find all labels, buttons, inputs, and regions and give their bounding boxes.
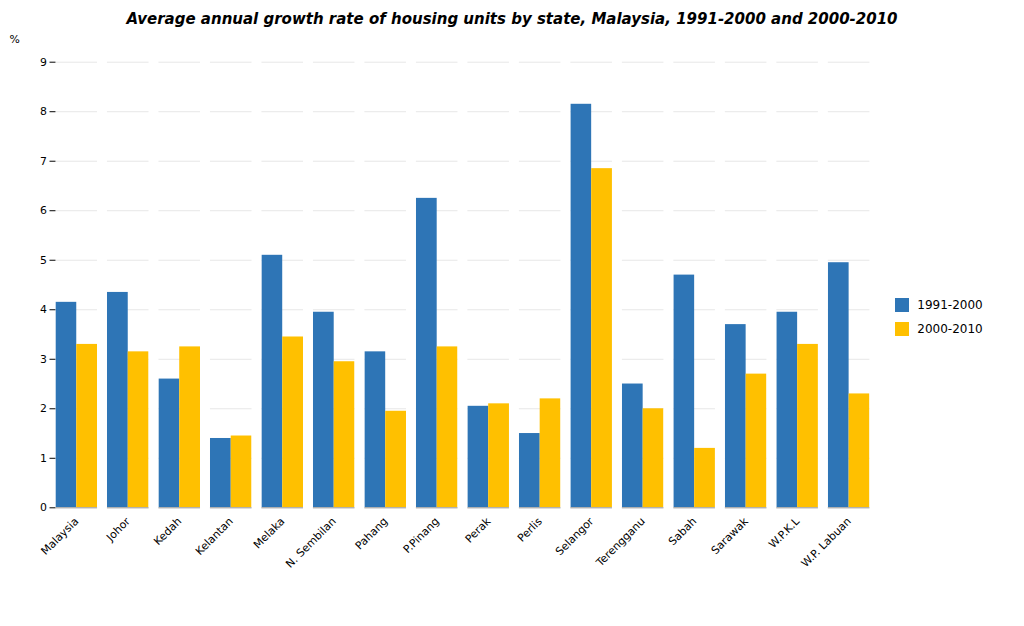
svg-text:P.Pinang: P.Pinang — [401, 515, 442, 556]
svg-text:9: 9 — [40, 56, 47, 69]
svg-text:Malaysia: Malaysia — [39, 515, 82, 558]
svg-text:4: 4 — [40, 303, 47, 316]
svg-text:W.P. Labuan: W.P. Labuan — [799, 515, 854, 570]
svg-text:Perak: Perak — [463, 514, 494, 545]
svg-text:Terengganu: Terengganu — [593, 515, 648, 570]
svg-text:8: 8 — [40, 105, 47, 118]
svg-text:%: % — [9, 33, 19, 46]
svg-text:5: 5 — [40, 254, 47, 267]
html-text:2000-2010: 2000-2010 — [917, 321, 983, 336]
svg-text:W.P.K.L: W.P.K.L — [766, 515, 802, 551]
svg-text:6: 6 — [40, 204, 47, 217]
html-text:1991-2000: 1991-2000 — [917, 297, 983, 312]
svg-text:Sabah: Sabah — [666, 515, 699, 548]
svg-text:N. Sembilan: N. Sembilan — [283, 515, 339, 571]
svg-text:Melaka: Melaka — [251, 515, 287, 551]
svg-text:Kedah: Kedah — [151, 515, 184, 548]
svg-text:3: 3 — [40, 353, 47, 366]
svg-text:0: 0 — [40, 501, 47, 514]
html-text:Average annual growth rate of: Average annual growth rate of housing un… — [126, 10, 898, 28]
svg-text:Selangor: Selangor — [553, 515, 597, 559]
svg-text:Johor: Johor — [103, 515, 133, 545]
svg-text:7: 7 — [40, 155, 47, 168]
svg-text:Kelantan: Kelantan — [193, 515, 236, 558]
svg-text:1: 1 — [40, 452, 47, 465]
svg-text:Pahang: Pahang — [353, 515, 391, 553]
svg-text:Sarawak: Sarawak — [709, 514, 752, 557]
svg-text:2: 2 — [40, 402, 47, 415]
svg-text:Perlis: Perlis — [515, 515, 545, 545]
